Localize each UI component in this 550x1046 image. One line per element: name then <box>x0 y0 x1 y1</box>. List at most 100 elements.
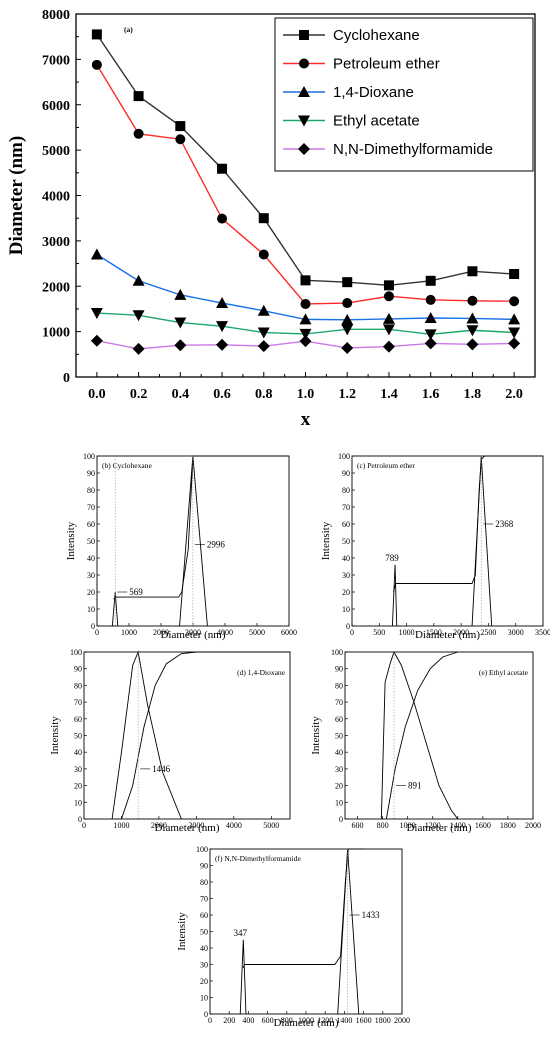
y-tick-label: 30 <box>87 571 95 580</box>
x-tick-label: 1200 <box>317 1016 333 1025</box>
y-axis-title: Intensity <box>320 521 332 560</box>
distribution-curve <box>109 591 119 627</box>
x-axis-title: Diameter (nm) <box>273 1017 338 1029</box>
y-axis-title: Intensity <box>310 716 322 755</box>
panel-label: (a) <box>124 25 133 34</box>
peak-annotation: 2368 <box>495 519 513 529</box>
data-point <box>175 121 186 132</box>
panel-a: 0 1000 2000 3000 4000 5000 6000 7000 8000 0.0 0.2 0… <box>6 8 536 430</box>
y-axis-title: Intensity <box>176 912 188 951</box>
x-tick-label: 0 <box>208 1016 212 1025</box>
x-tick-label: 0 <box>95 628 99 637</box>
peak-annotation: 1446 <box>152 764 171 774</box>
data-point <box>257 340 270 353</box>
y-tick-label: 50 <box>342 537 350 546</box>
data-point <box>341 324 354 336</box>
y-tick-label: 100 <box>83 452 95 461</box>
y-tick-label: 40 <box>74 748 82 757</box>
legend-box <box>274 17 534 172</box>
x-tick-label: 3000 <box>185 628 201 637</box>
data-point <box>175 134 186 145</box>
legend-label: Ethyl acetate <box>333 113 420 130</box>
distribution-curve <box>471 455 493 627</box>
data-point <box>217 163 228 174</box>
data-point <box>341 341 354 354</box>
x-tick-label: 2500 <box>480 628 496 637</box>
y-tick-label: 5000 <box>42 144 70 159</box>
y-tick-label: 20 <box>200 977 208 986</box>
data-point <box>90 248 103 260</box>
x-tick-label: 1200 <box>425 821 441 830</box>
y-tick-label: 50 <box>87 537 95 546</box>
series-4 <box>90 334 521 355</box>
data-point <box>383 291 394 302</box>
x-tick-label: 5000 <box>249 628 265 637</box>
x-tick-label: 0.0 <box>88 387 106 402</box>
x-tick-label: 2000 <box>525 821 541 830</box>
y-tick-label: 4000 <box>42 190 70 205</box>
peak-annotation: 2996 <box>207 539 226 549</box>
distribution-curve <box>179 455 208 627</box>
x-tick-label: 1.2 <box>338 387 356 402</box>
data-point <box>258 249 269 260</box>
data-point <box>299 313 312 325</box>
legend-label: 1,4-Dioxane <box>333 84 414 101</box>
peak-annotation: 347 <box>234 928 248 938</box>
x-tick-label: 2000 <box>394 1016 410 1025</box>
data-point <box>424 329 437 341</box>
series-3 <box>90 308 521 341</box>
x-tick-label: 400 <box>242 1016 254 1025</box>
y-tick-label: 60 <box>74 715 82 724</box>
legend-label: Cyclohexane <box>333 27 420 44</box>
y-tick-label: 50 <box>200 928 208 937</box>
x-tick-label: 800 <box>377 821 389 830</box>
x-tick-label: 0.8 <box>255 387 273 402</box>
data-point <box>174 317 187 329</box>
data-point <box>508 337 521 350</box>
y-tick-label: 10 <box>74 798 82 807</box>
y-tick-label: 2000 <box>42 280 70 295</box>
distribution-curve <box>385 651 458 820</box>
panel-e: 0 10 20 30 40 50 60 70 80 90 100 600 800 1000 1200 1400… <box>310 648 541 834</box>
x-tick-label: 5000 <box>263 821 279 830</box>
data-point <box>298 86 310 97</box>
x-tick-label: 1800 <box>500 821 516 830</box>
data-point <box>424 312 437 324</box>
data-point <box>342 298 353 309</box>
data-point <box>382 324 395 336</box>
data-point <box>257 304 270 316</box>
x-tick-label: 800 <box>281 1016 293 1025</box>
y-tick-label: 40 <box>342 554 350 563</box>
y-tick-label: 20 <box>87 588 95 597</box>
y-tick-label: 30 <box>335 765 343 774</box>
y-tick-label: 80 <box>335 681 343 690</box>
x-tick-label: 1.6 <box>422 387 440 402</box>
x-tick-label: 0.6 <box>213 387 231 402</box>
y-tick-label: 100 <box>338 452 350 461</box>
panel-title: (b) Cyclohexane <box>102 461 152 470</box>
y-tick-label: 3000 <box>42 235 70 250</box>
data-point <box>216 338 229 351</box>
data-point <box>300 298 311 309</box>
panel-title: (c) Petroleum ether <box>357 461 415 470</box>
x-axis-title: Diameter (nm) <box>415 629 480 641</box>
y-tick-label: 60 <box>87 520 95 529</box>
y-tick-label: 1000 <box>42 326 70 341</box>
x-tick-label: 500 <box>373 628 385 637</box>
x-tick-label: 1500 <box>426 628 442 637</box>
distribution-curve <box>242 848 364 968</box>
data-point <box>174 339 187 352</box>
y-tick-label: 90 <box>87 469 95 478</box>
y-tick-label: 0 <box>339 815 343 824</box>
x-tick-label: 1000 <box>113 821 129 830</box>
y-tick-label: 60 <box>335 715 343 724</box>
x-tick-label: 1400 <box>336 1016 352 1025</box>
x-tick-label: 600 <box>352 821 364 830</box>
y-tick-label: 90 <box>74 665 82 674</box>
x-axis-title: x <box>301 409 311 430</box>
legend-label: Petroleum ether <box>333 56 440 73</box>
data-point <box>258 213 269 224</box>
data-point <box>217 213 228 224</box>
y-tick-label: 0 <box>78 815 82 824</box>
